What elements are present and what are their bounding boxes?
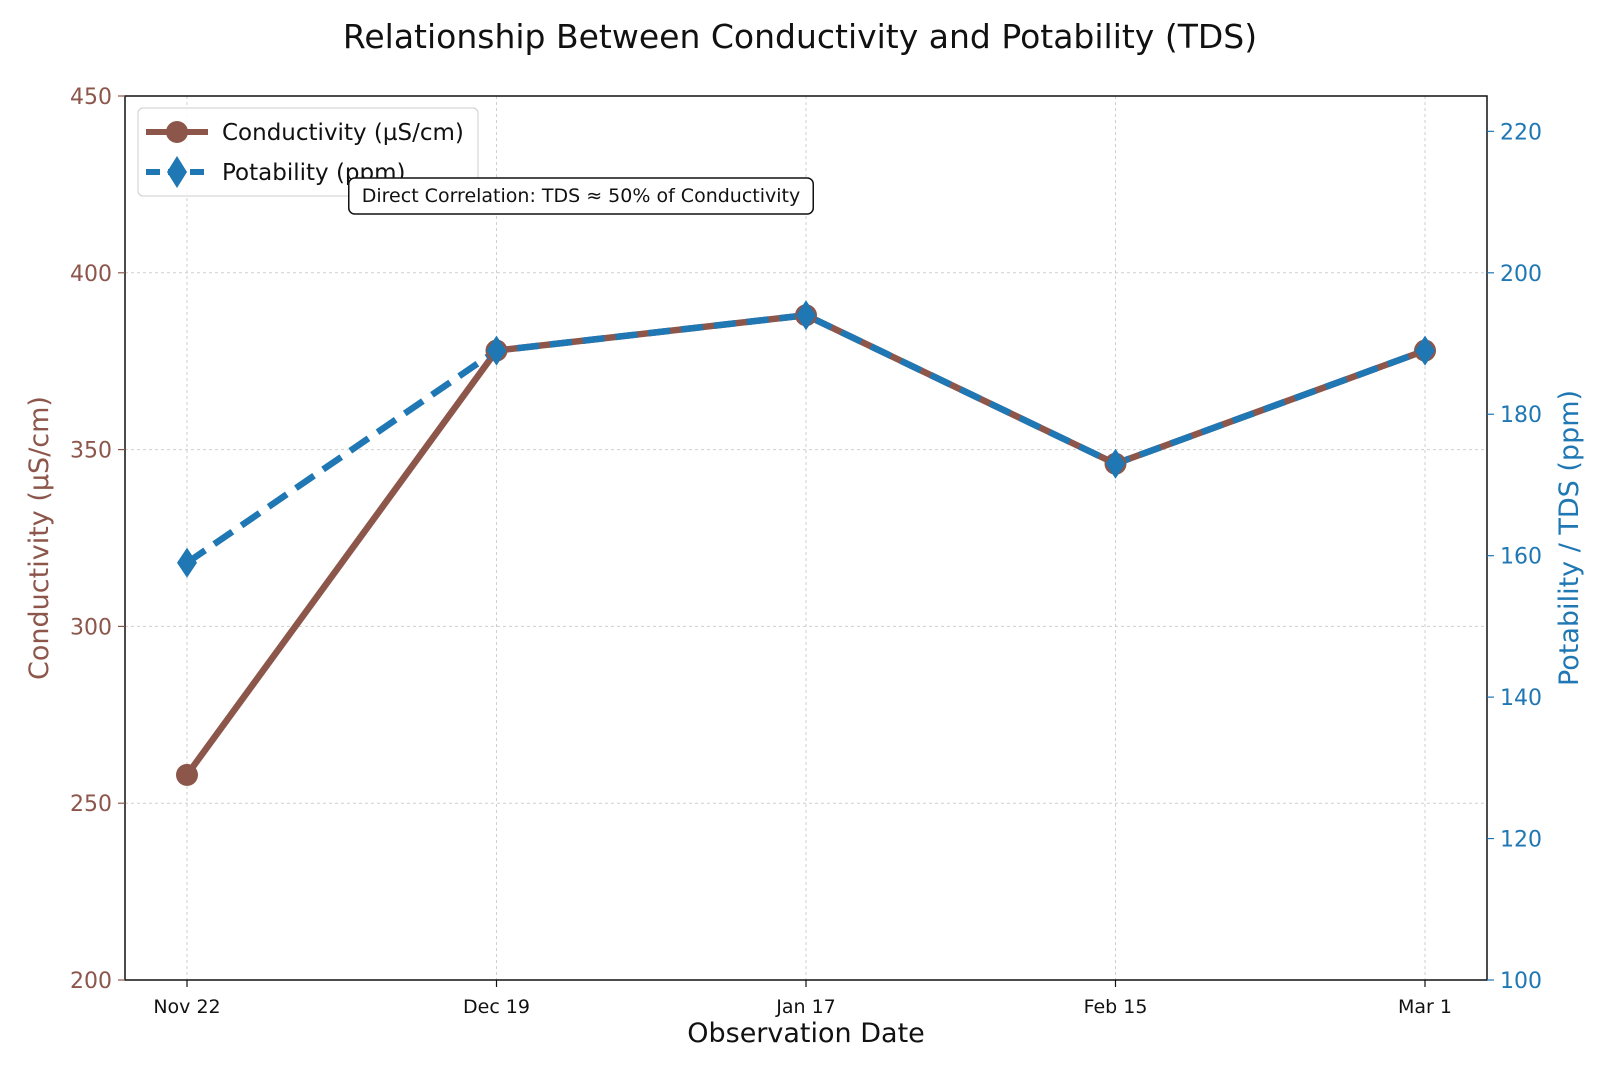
data-point-potability	[177, 547, 197, 578]
x-tick-label: Mar 1	[1398, 996, 1452, 1018]
legend-label-conductivity: Conductivity (µS/cm)	[222, 120, 464, 146]
left-axis-label: Conductivity (µS/cm)	[24, 396, 55, 680]
data-point-potability	[486, 335, 507, 366]
legend-box	[137, 107, 479, 197]
x-tick-label: Dec 19	[463, 996, 530, 1018]
chart-title: Relationship Between Conductivity and Po…	[343, 17, 1257, 56]
x-tick-label: Jan 17	[775, 996, 836, 1018]
right-tick-label: 140	[1500, 686, 1542, 711]
series-line-potability	[185, 311, 1427, 566]
left-tick-label: 350	[70, 439, 112, 464]
right-tick-label: 200	[1500, 262, 1542, 287]
right-tick-label: 220	[1500, 120, 1542, 145]
right-tick-label: 160	[1500, 545, 1542, 570]
data-point-potability	[796, 300, 816, 331]
left-tick-label: 300	[70, 615, 112, 640]
legend-marker-conductivity	[166, 121, 188, 143]
annotation-text: Direct Correlation: TDS ≈ 50% of Conduct…	[362, 185, 800, 207]
grid	[125, 96, 1487, 980]
x-axis-ticks: Nov 22 Dec 19 Jan 17 Feb 15 Mar 1	[153, 980, 1452, 1018]
x-tick-label: Nov 22	[153, 996, 220, 1018]
right-tick-label: 180	[1500, 403, 1542, 428]
data-point-potability	[1415, 335, 1435, 366]
x-axis-label: Observation Date	[687, 1018, 925, 1049]
annotation: Direct Correlation: TDS ≈ 50% of Conduct…	[348, 177, 814, 215]
right-axis-label: Potability / TDS (ppm)	[1554, 390, 1585, 686]
data-point-conductivity	[176, 763, 198, 786]
left-tick-label: 400	[70, 262, 112, 287]
x-tick-label: Feb 15	[1084, 996, 1148, 1018]
left-tick-label: 200	[70, 969, 112, 994]
series-layer	[176, 300, 1436, 786]
right-tick-label: 100	[1500, 969, 1542, 994]
left-tick-label: 450	[70, 85, 112, 110]
legend-marker-potability	[167, 156, 187, 188]
annotation-box	[348, 177, 814, 215]
right-axis-ticks: 100 120 140 160 180 200 220	[1487, 120, 1542, 994]
legend: Conductivity (µS/cm) Potability (ppm)	[137, 107, 479, 197]
left-axis-ticks: 200 250 300 350 400 450	[70, 85, 125, 994]
left-tick-label: 250	[70, 792, 112, 817]
data-point-potability	[1105, 448, 1126, 479]
right-tick-label: 120	[1500, 828, 1542, 853]
